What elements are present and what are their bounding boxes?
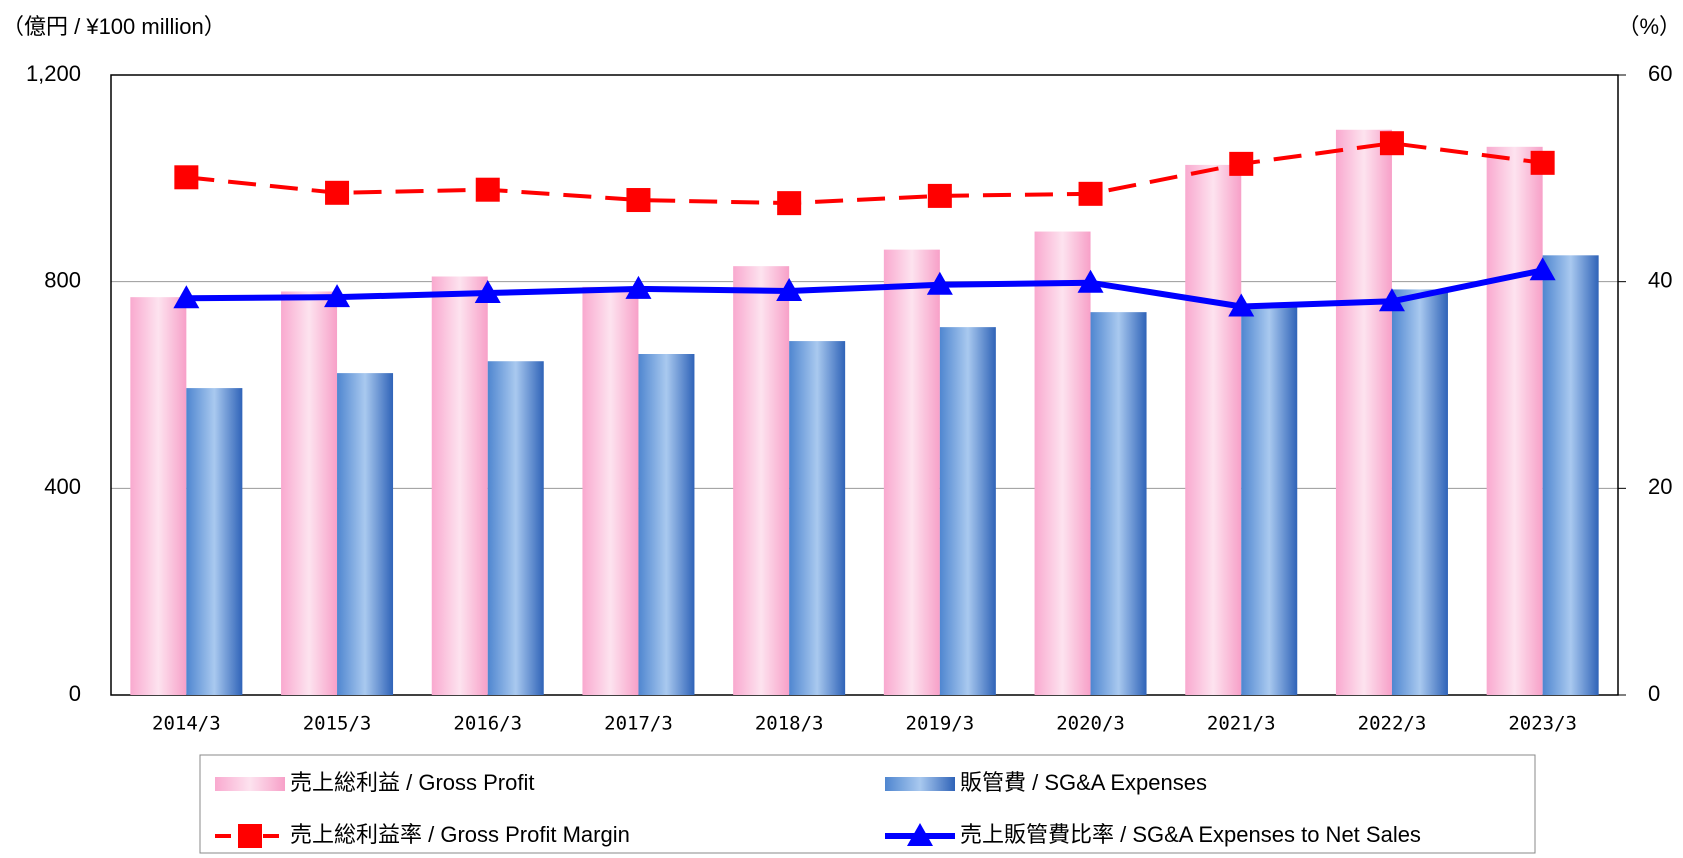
x-tick-label: 2018/3 — [755, 713, 824, 735]
marker — [626, 188, 651, 213]
legend-label: 売上販管費比率 / SG&A Expenses to Net Sales — [960, 822, 1421, 847]
y-unit: （億円 / ¥100 million） — [2, 14, 226, 39]
x-tick-label: 2019/3 — [906, 713, 975, 735]
bar — [939, 327, 996, 695]
marker — [324, 284, 351, 308]
x-tick-label: 2020/3 — [1056, 713, 1125, 735]
y2-tick-label: 0 — [1648, 681, 1660, 706]
y-tick-label: 1,200 — [26, 61, 81, 86]
bar — [1335, 129, 1392, 695]
x-tick-label: 2016/3 — [453, 713, 522, 735]
y-tick-label: 0 — [69, 681, 81, 706]
x-tick-label: 2014/3 — [152, 713, 221, 735]
x-tick-label: 2023/3 — [1508, 713, 1577, 735]
marker — [625, 275, 652, 299]
bar — [582, 286, 639, 695]
plot-frame — [110, 74, 1619, 696]
x-tick-label: 2017/3 — [604, 713, 673, 735]
y2-unit: （%） — [1617, 14, 1681, 39]
bar — [1241, 306, 1298, 695]
bar — [431, 276, 488, 695]
marker — [927, 183, 952, 208]
bar — [1034, 231, 1091, 696]
marker — [1077, 269, 1104, 293]
bar — [130, 297, 187, 695]
bar — [337, 373, 394, 695]
legend-label: 販管費 / SG&A Expenses — [960, 770, 1207, 795]
marker — [776, 277, 803, 301]
legend-swatch — [885, 777, 955, 791]
bar — [1542, 255, 1599, 696]
bar — [281, 291, 338, 695]
bar — [883, 249, 940, 695]
marker — [1378, 288, 1405, 312]
bar — [186, 388, 243, 695]
legend-marker — [238, 824, 262, 848]
bar — [789, 341, 846, 695]
legend-swatch — [215, 777, 285, 791]
x-tick-label: 2021/3 — [1207, 713, 1276, 735]
marker — [474, 280, 501, 304]
legend-label: 売上総利益率 / Gross Profit Margin — [290, 822, 630, 847]
marker — [1229, 151, 1254, 176]
y2-tick-label: 20 — [1648, 474, 1672, 499]
marker — [926, 271, 953, 295]
marker — [1078, 181, 1103, 206]
legend-box — [199, 754, 1536, 854]
marker — [325, 180, 350, 205]
marker — [475, 177, 500, 202]
legend-marker — [907, 823, 933, 846]
bar — [1090, 312, 1147, 695]
marker — [1379, 131, 1404, 156]
bar — [487, 361, 544, 695]
bar — [733, 266, 790, 695]
marker — [174, 165, 199, 190]
x-tick-label: 2015/3 — [303, 713, 372, 735]
y-tick-label: 800 — [44, 267, 81, 292]
x-tick-label: 2022/3 — [1358, 713, 1427, 735]
marker — [1529, 257, 1556, 281]
marker — [1530, 150, 1555, 175]
line — [186, 141, 1543, 206]
marker — [777, 191, 802, 216]
y2-tick-label: 40 — [1648, 267, 1672, 292]
bar — [1391, 289, 1448, 695]
marker — [173, 285, 200, 309]
marker — [1228, 293, 1255, 317]
y2-tick-label: 60 — [1648, 61, 1672, 86]
y-tick-label: 400 — [44, 474, 81, 499]
legend-label: 売上総利益 / Gross Profit — [290, 770, 534, 795]
bar — [1185, 164, 1242, 695]
line — [186, 267, 1544, 310]
bar — [638, 354, 695, 695]
bar — [1486, 146, 1543, 696]
